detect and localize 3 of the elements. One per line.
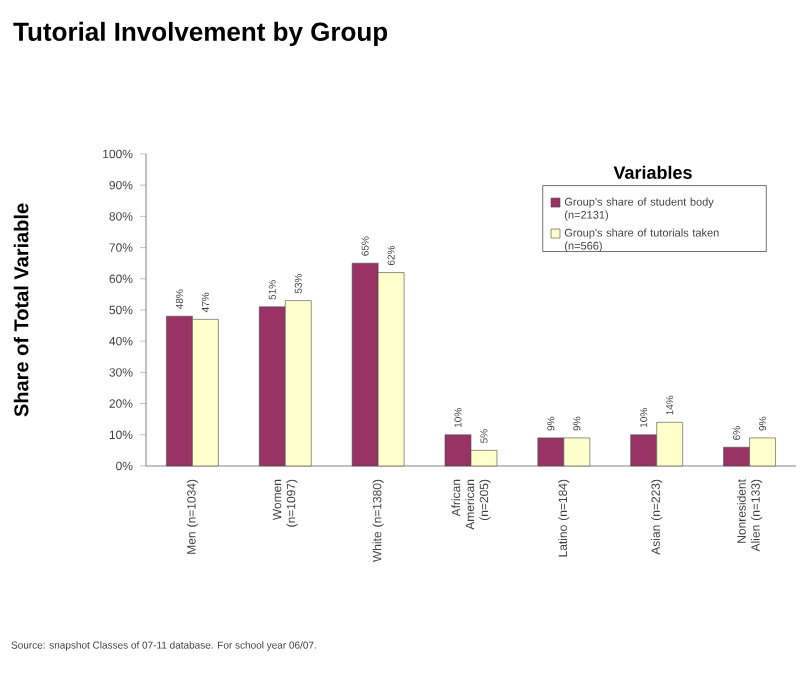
y-axis-title: Share of Total Variable: [13, 203, 29, 417]
legend-title: Variables: [613, 165, 692, 179]
chart-title: Tutorial Involvement by Group: [13, 21, 388, 47]
